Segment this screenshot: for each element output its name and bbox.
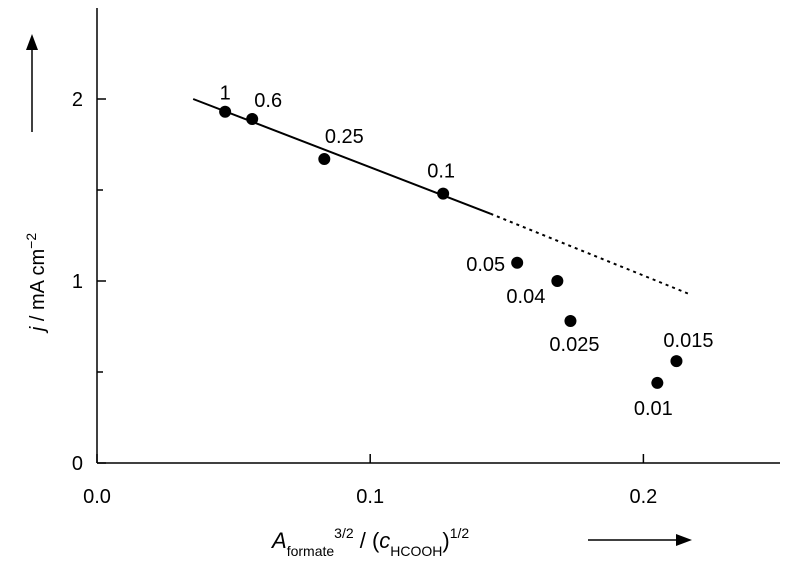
- point-label: 0.05: [466, 254, 505, 276]
- y-tick-label: 0: [72, 453, 83, 475]
- data-point: [564, 315, 577, 328]
- x-tick-label: 0.1: [356, 486, 384, 508]
- x-arrow: [588, 534, 692, 546]
- y-label-part: / mA cm: [27, 249, 49, 327]
- y-label-part: j: [27, 326, 49, 334]
- data-point: [551, 275, 564, 287]
- x-label-part: ): [442, 528, 449, 553]
- point-label: 0.015: [663, 330, 713, 352]
- x-label-part: 3/2: [334, 525, 354, 541]
- y-label-part: −2: [23, 233, 39, 249]
- x-label-part: / (: [354, 528, 380, 553]
- point-label: 0.04: [506, 286, 545, 308]
- point-label: 1: [220, 83, 231, 105]
- x-label-part: 1/2: [450, 525, 470, 541]
- fit-line-dotted: [490, 212, 689, 295]
- y-tick-label: 2: [72, 89, 83, 111]
- x-label-part: A: [270, 528, 287, 553]
- data-point: [246, 113, 259, 126]
- point-label: 0.1: [427, 161, 455, 183]
- x-tick-label: 0.2: [629, 486, 657, 508]
- point-label: 0.025: [549, 334, 599, 356]
- x-axis-label: Aformate 3/2 / (cHCOOH)1/2: [270, 525, 469, 559]
- data-point: [511, 256, 524, 269]
- data-point: [670, 355, 683, 368]
- data-point: [437, 187, 450, 200]
- point-label: 0.01: [634, 398, 673, 420]
- y-tick-label: 1: [72, 271, 83, 293]
- data-point: [318, 153, 331, 166]
- x-label-part: formate: [287, 543, 335, 559]
- x-tick-label: 0.0: [83, 486, 111, 508]
- point-label: 0.25: [325, 126, 364, 148]
- data-point: [651, 376, 664, 389]
- y-arrow: [26, 34, 38, 132]
- y-axis-label: j / mA cm−2: [23, 233, 49, 334]
- point-label: 0.6: [254, 90, 282, 112]
- x-label-part: c: [379, 528, 390, 553]
- x-label-part: HCOOH: [390, 543, 442, 559]
- data-point: [219, 105, 232, 118]
